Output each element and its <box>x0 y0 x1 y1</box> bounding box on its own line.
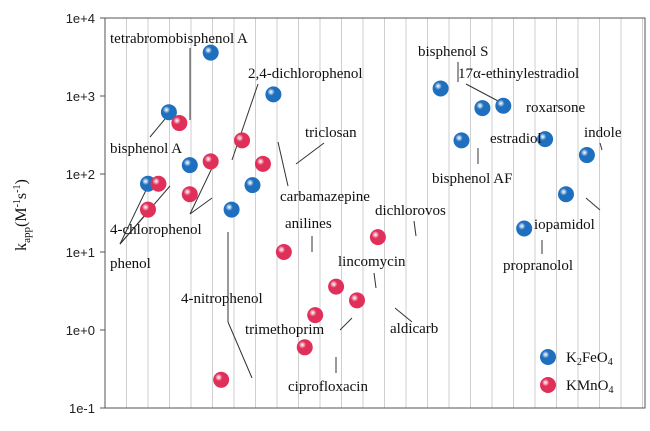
annotation-label: estradiol <box>490 131 542 147</box>
annotation-leader <box>339 317 353 331</box>
y-tick-label: 1e-1 <box>69 401 95 416</box>
y-axis-ticks: 1e-1 1e+0 1e+1 1e+2 1e+3 1e+4 <box>66 11 105 416</box>
point-kmno4 <box>307 307 324 324</box>
annotation-label: 17α-ethinylestradiol <box>458 66 579 82</box>
annotation-leader <box>189 197 213 215</box>
point-k2feo4 <box>202 44 219 61</box>
annotation-leader <box>413 220 417 237</box>
annotation-leader <box>189 167 213 215</box>
annotation-label: ciprofloxacin <box>288 379 368 395</box>
point-k2feo4 <box>181 157 198 174</box>
annotation-label: triclosan <box>305 125 357 141</box>
point-k2feo4 <box>537 131 554 148</box>
annotation-leader <box>277 141 289 187</box>
annotation-leaders <box>119 48 603 379</box>
annotation-label: indole <box>584 125 622 141</box>
legend-label-k2feo4: K2FeO4 <box>566 350 613 368</box>
annotation-label: carbamazepine <box>280 189 370 205</box>
annotation-leader <box>394 307 413 323</box>
point-k2feo4 <box>474 100 491 117</box>
annotation-leader <box>231 83 259 161</box>
annotation-label: bisphenol S <box>418 44 488 60</box>
point-kmno4 <box>140 201 156 218</box>
annotation-leader <box>373 272 377 289</box>
annotation-label: dichlorovos <box>375 203 446 219</box>
annotation-label: propranolol <box>503 258 573 274</box>
point-kmno4 <box>202 153 219 170</box>
annotation-label: roxarsone <box>526 100 585 116</box>
point-k2feo4 <box>516 220 533 237</box>
point-k2feo4 <box>265 86 282 103</box>
point-k2feo4 <box>558 186 574 203</box>
legend-label-kmno4: KMnO4 <box>566 378 614 396</box>
annotation-leader <box>227 321 253 379</box>
point-kmno4 <box>254 155 271 172</box>
annotation-label: 4-nitrophenol <box>181 291 263 307</box>
annotation-label: bisphenol A <box>110 141 182 157</box>
point-kmno4 <box>213 371 230 388</box>
y-tick-label: 1e+1 <box>66 245 95 260</box>
y-axis-label: kapp(M-1s-1) <box>12 179 33 251</box>
plot-frame <box>104 17 646 409</box>
point-kmno4 <box>181 186 198 203</box>
y-tick-label: 1e+4 <box>66 11 95 26</box>
legend-marker-kmno4 <box>540 377 556 393</box>
point-k2feo4 <box>244 177 261 194</box>
grid <box>126 18 643 408</box>
y-tick-label: 1e+2 <box>66 167 95 182</box>
legend: K2FeO4 KMnO4 <box>540 349 614 396</box>
annotation-leader <box>295 142 325 165</box>
annotation-label: lincomycin <box>338 254 406 270</box>
point-kmno4 <box>171 115 188 132</box>
annotation-leader <box>119 185 149 245</box>
point-kmno4 <box>275 244 292 260</box>
point-k2feo4 <box>453 132 470 149</box>
point-kmno4 <box>234 132 251 149</box>
annotations: tetrabromobisphenol A 2,4-dichlorophenol b… <box>110 31 622 395</box>
point-kmno4 <box>150 175 167 192</box>
point-k2feo4 <box>160 104 177 121</box>
annotation-label: 4-chlorophenol <box>110 222 202 238</box>
point-k2feo4 <box>578 147 595 164</box>
annotation-label: aldicarb <box>390 321 438 337</box>
legend-marker-k2feo4 <box>540 349 556 365</box>
annotation-label: tetrabromobisphenol A <box>110 31 248 47</box>
annotation-label: iopamidol <box>534 217 595 233</box>
point-kmno4 <box>296 339 313 356</box>
annotation-label: anilines <box>285 216 332 232</box>
y-tick-label: 1e+0 <box>66 323 95 338</box>
annotation-leader <box>599 142 603 151</box>
annotation-leader <box>585 197 601 211</box>
annotation-label: trimethoprim <box>245 322 324 338</box>
annotation-label: 2,4-dichlorophenol <box>248 66 363 82</box>
annotation-leader <box>465 83 501 103</box>
annotation-label: bisphenol AF <box>432 171 512 187</box>
annotation-label: phenol <box>110 256 151 272</box>
point-kmno4 <box>328 278 345 295</box>
point-k2feo4 <box>495 97 512 114</box>
y-tick-label: 1e+3 <box>66 89 95 104</box>
data-points <box>140 44 595 388</box>
point-k2feo4 <box>223 201 240 218</box>
point-kmno4 <box>349 292 365 309</box>
point-kmno4 <box>369 229 386 246</box>
point-k2feo4 <box>432 80 449 97</box>
